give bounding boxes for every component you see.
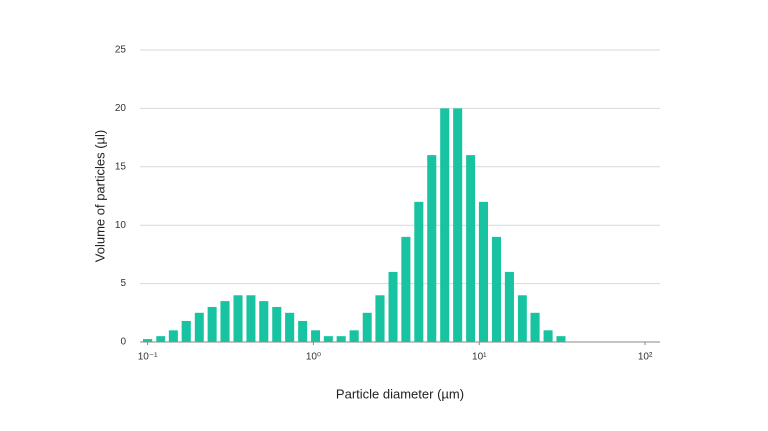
bar [478, 201, 489, 342]
bar [388, 271, 398, 342]
bar [362, 312, 372, 342]
bar [272, 306, 282, 342]
y-tick-label: 0 [120, 337, 126, 348]
y-axis-title: Volume of particles (µl) [92, 130, 107, 262]
bar [375, 295, 385, 342]
bar [168, 330, 178, 342]
x-tick-label: 10² [638, 352, 653, 363]
y-tick-label: 20 [115, 103, 127, 114]
bar [233, 295, 243, 342]
bar [207, 306, 217, 342]
bar [156, 336, 166, 342]
bar [298, 320, 308, 342]
bar [466, 155, 476, 342]
x-tick-label: 10⁻¹ [138, 352, 158, 363]
y-tick-label: 10 [115, 220, 127, 231]
y-tick-label: 15 [115, 161, 127, 172]
bar [311, 330, 321, 342]
bar [517, 295, 527, 342]
bar [323, 336, 333, 342]
bar [556, 336, 566, 342]
bar [440, 108, 450, 343]
bar [259, 301, 269, 342]
x-tick-label: 10⁰ [306, 352, 321, 363]
bar [246, 295, 256, 342]
y-tick-label: 25 [115, 45, 127, 56]
bar [453, 108, 463, 343]
bar [142, 339, 153, 342]
bar [181, 320, 191, 342]
bar [285, 312, 295, 342]
bar [504, 271, 514, 342]
bar [220, 301, 230, 342]
bar [491, 236, 502, 342]
y-tick-label: 5 [120, 278, 126, 289]
bar [414, 201, 424, 342]
bar [427, 155, 437, 342]
bar [401, 236, 411, 342]
bar [530, 312, 540, 342]
bar [194, 312, 204, 342]
bar [349, 330, 359, 342]
bar [336, 336, 346, 342]
x-axis-title: Particle diameter (µm) [336, 386, 464, 401]
bar [543, 330, 553, 342]
x-tick-label: 10¹ [472, 352, 487, 363]
